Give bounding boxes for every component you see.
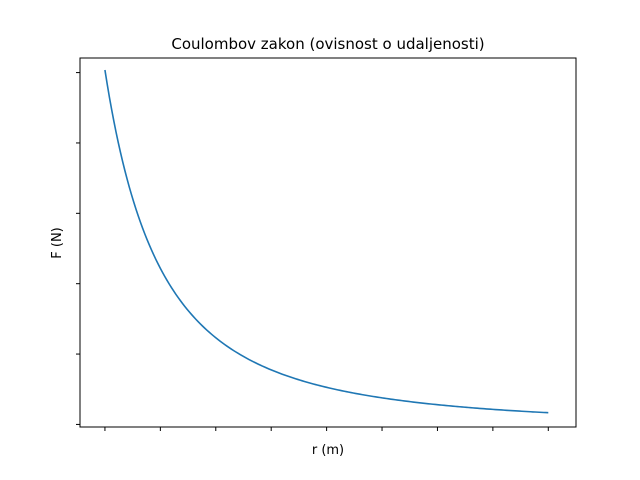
series-line-0	[104, 69, 549, 414]
plot-frame	[79, 57, 577, 428]
x-axis-label: r (m)	[312, 443, 344, 458]
chart-title: Coulombov zakon (ovisnost o udaljenosti)	[171, 35, 484, 53]
y-axis-ticks	[76, 72, 80, 425]
series-layer	[104, 69, 549, 414]
plot-area	[76, 57, 577, 431]
x-axis-ticks	[104, 427, 549, 431]
y-axis-label: F (N)	[50, 227, 65, 258]
